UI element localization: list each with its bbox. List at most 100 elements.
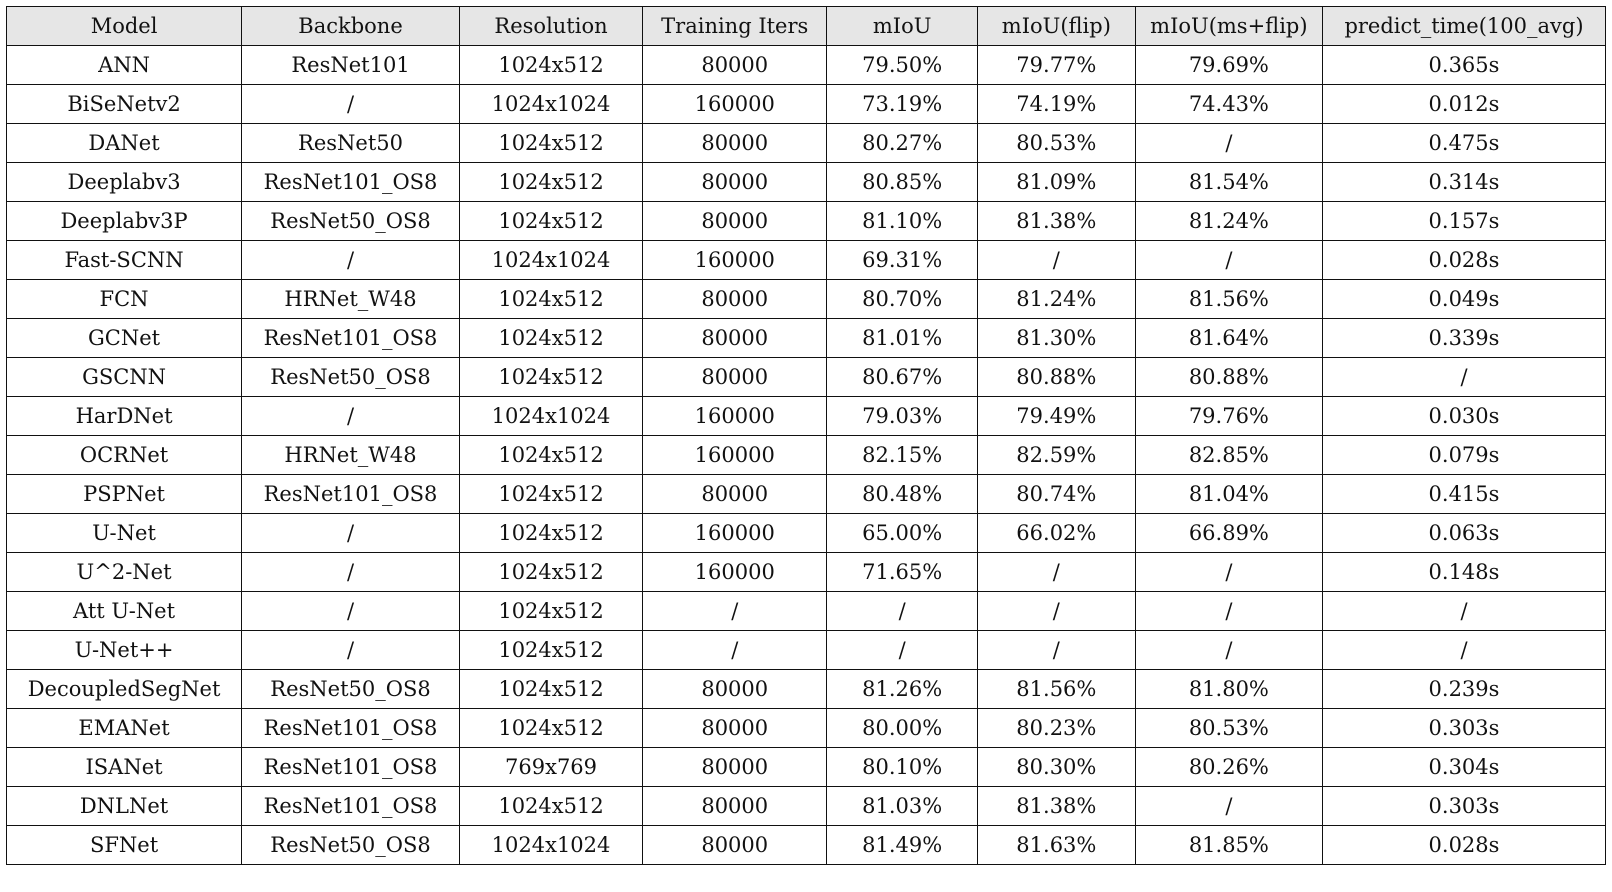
table-row: HarDNet/1024x1024 160000 79.03% 79.49% 79.76… <box>5 396 1607 436</box>
cell-miou: 80.10% <box>826 747 978 787</box>
cell-miou: 79.50% <box>826 45 978 85</box>
cell-miou: 80.27% <box>826 123 978 163</box>
cell-resolution: 1024x512 <box>458 279 644 319</box>
cell-backbone: HRNet_W48 <box>241 435 460 475</box>
cell-model: U-Net++ <box>5 630 243 670</box>
header-row: Model Backbone Resolution Training Iters… <box>5 6 1607 46</box>
cell-predict-time: 0.148s <box>1321 552 1607 592</box>
cell-miou-flip: 80.53% <box>976 123 1136 163</box>
cell-model: Deeplabv3 <box>5 162 243 202</box>
cell-miou: 80.85% <box>826 162 978 202</box>
cell-miou: / <box>826 591 978 631</box>
cell-training-iters: 80000 <box>642 708 828 748</box>
cell-miou: 79.03% <box>826 396 978 436</box>
cell-miou-ms-flip: / <box>1134 240 1323 280</box>
cell-resolution: 1024x512 <box>458 318 644 358</box>
cell-resolution: 1024x512 <box>458 162 644 202</box>
cell-miou-ms-flip: / <box>1134 123 1323 163</box>
cell-model: U-Net <box>5 513 243 553</box>
cell-backbone: / <box>241 552 460 592</box>
cell-miou: 81.10% <box>826 201 978 241</box>
table-row: DANet ResNet50 1024x512 80000 80.27% 80.53%/0… <box>5 123 1607 163</box>
header-miou-ms-flip: mIoU(ms+flip) <box>1134 6 1323 46</box>
cell-predict-time: / <box>1321 591 1607 631</box>
cell-backbone: ResNet101 <box>241 45 460 85</box>
cell-resolution: 1024x512 <box>458 357 644 397</box>
cell-model: ISANet <box>5 747 243 787</box>
cell-resolution: 1024x1024 <box>458 84 644 124</box>
cell-training-iters: 80000 <box>642 357 828 397</box>
cell-miou: 80.48% <box>826 474 978 514</box>
cell-model: Att U-Net <box>5 591 243 631</box>
cell-miou: 73.19% <box>826 84 978 124</box>
cell-training-iters: 80000 <box>642 201 828 241</box>
cell-training-iters: 80000 <box>642 474 828 514</box>
cell-resolution: 1024x512 <box>458 591 644 631</box>
cell-training-iters: 160000 <box>642 552 828 592</box>
cell-model: DANet <box>5 123 243 163</box>
cell-model: SFNet <box>5 825 243 865</box>
cell-training-iters: 80000 <box>642 786 828 826</box>
cell-training-iters: / <box>642 591 828 631</box>
cell-miou: / <box>826 630 978 670</box>
table-row: U^2-Net/1024x512 160000 71.65% //0.148s <box>5 552 1607 592</box>
cell-miou-ms-flip: 81.56% <box>1134 279 1323 319</box>
table-row: GSCNN ResNet50_OS8 1024x512 80000 80.67% 80.8… <box>5 357 1607 397</box>
cell-miou: 81.26% <box>826 669 978 709</box>
cell-miou-ms-flip: 81.24% <box>1134 201 1323 241</box>
cell-miou-ms-flip: / <box>1134 552 1323 592</box>
cell-predict-time: / <box>1321 357 1607 397</box>
header-predict-time: predict_time(100_avg) <box>1321 6 1607 46</box>
cell-miou-flip: 81.09% <box>976 162 1136 202</box>
table-row: SFNet ResNet50_OS8 1024x1024 80000 81.49% 81.… <box>5 825 1607 865</box>
cell-model: DecoupledSegNet <box>5 669 243 709</box>
cell-miou-ms-flip: 81.54% <box>1134 162 1323 202</box>
cell-miou-flip: / <box>976 552 1136 592</box>
cell-miou: 80.67% <box>826 357 978 397</box>
cell-training-iters: 160000 <box>642 240 828 280</box>
cell-miou-flip: 81.63% <box>976 825 1136 865</box>
cell-miou-flip: 66.02% <box>976 513 1136 553</box>
cell-miou-ms-flip: 66.89% <box>1134 513 1323 553</box>
cell-training-iters: 80000 <box>642 318 828 358</box>
cell-backbone: HRNet_W48 <box>241 279 460 319</box>
cell-training-iters: 80000 <box>642 123 828 163</box>
cell-miou-flip: 74.19% <box>976 84 1136 124</box>
cell-miou-flip: 81.24% <box>976 279 1136 319</box>
table-row: DNLNet ResNet101_OS8 1024x512 80000 81.03% 81… <box>5 786 1607 826</box>
cell-miou-flip: 79.77% <box>976 45 1136 85</box>
cell-miou-flip: 81.30% <box>976 318 1136 358</box>
cell-predict-time: 0.303s <box>1321 708 1607 748</box>
cell-miou: 80.00% <box>826 708 978 748</box>
cell-resolution: 1024x512 <box>458 201 644 241</box>
cell-backbone: / <box>241 591 460 631</box>
cell-predict-time: 0.063s <box>1321 513 1607 553</box>
cell-backbone: ResNet101_OS8 <box>241 162 460 202</box>
cell-predict-time: 0.475s <box>1321 123 1607 163</box>
cell-backbone: / <box>241 84 460 124</box>
cell-model: BiSeNetv2 <box>5 84 243 124</box>
cell-training-iters: 80000 <box>642 162 828 202</box>
cell-resolution: 1024x1024 <box>458 396 644 436</box>
cell-resolution: 1024x512 <box>458 552 644 592</box>
cell-model: GCNet <box>5 318 243 358</box>
cell-miou-flip: 80.88% <box>976 357 1136 397</box>
table-row: U-Net/1024x512 160000 65.00% 66.02% 66.89% 0.… <box>5 513 1607 553</box>
cell-predict-time: 0.012s <box>1321 84 1607 124</box>
cell-backbone: / <box>241 396 460 436</box>
cell-miou-ms-flip: 79.69% <box>1134 45 1323 85</box>
cell-miou-ms-flip: / <box>1134 786 1323 826</box>
cell-model: EMANet <box>5 708 243 748</box>
cell-miou-flip: / <box>976 240 1136 280</box>
table-row: Deeplabv3P ResNet50_OS8 1024x512 80000 81.10… <box>5 201 1607 241</box>
cell-predict-time: 0.049s <box>1321 279 1607 319</box>
cell-resolution: 1024x512 <box>458 123 644 163</box>
table-row: ISANet ResNet101_OS8 769x769 80000 80.10% 80.… <box>5 747 1607 787</box>
cell-resolution: 1024x512 <box>458 708 644 748</box>
cell-backbone: ResNet101_OS8 <box>241 318 460 358</box>
cell-resolution: 1024x512 <box>458 513 644 553</box>
header-miou: mIoU <box>826 6 978 46</box>
cell-backbone: ResNet50 <box>241 123 460 163</box>
header-miou-flip: mIoU(flip) <box>976 6 1136 46</box>
cell-predict-time: 0.079s <box>1321 435 1607 475</box>
